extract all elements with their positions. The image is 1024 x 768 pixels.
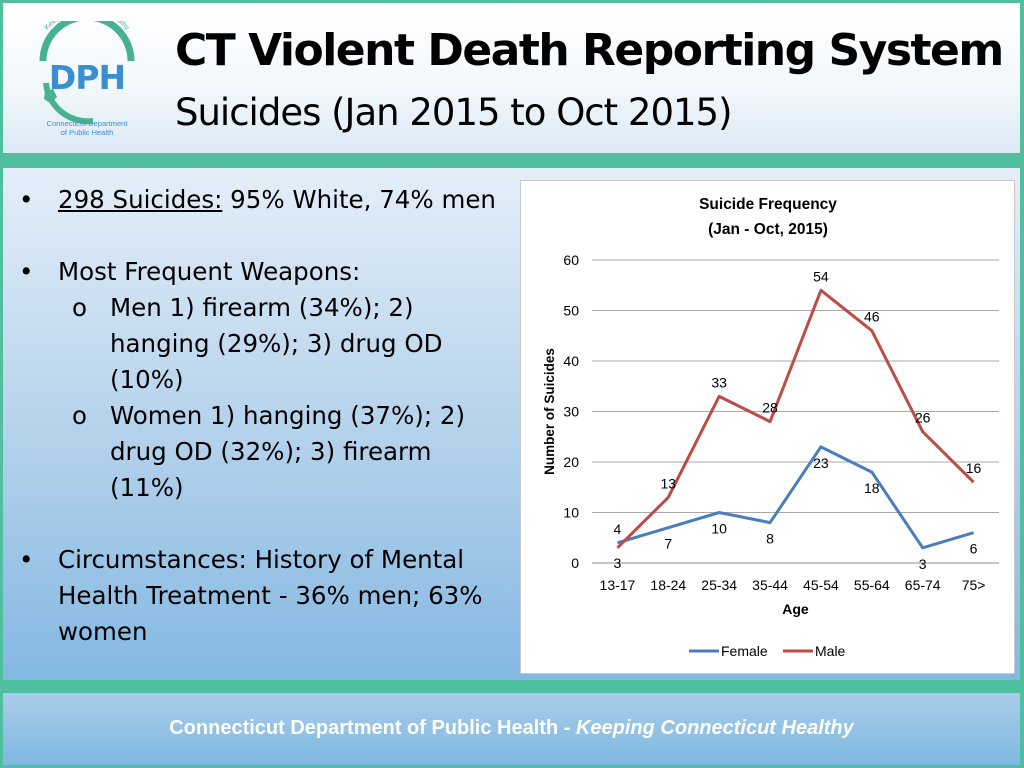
x-axis-label: Age [782, 601, 809, 617]
bullet-dot: • [19, 185, 34, 214]
bullet-dot: • [19, 545, 34, 574]
legend-label-male: Male [815, 643, 846, 659]
page-subtitle: Suicides (Jan 2015 to Oct 2015) [175, 91, 733, 134]
data-label-male: 33 [711, 374, 727, 390]
x-tick-label: 13-17 [600, 577, 636, 593]
women-weapons-line1: Women 1) hanging (37%); 2) [110, 401, 466, 430]
x-tick-label: 18-24 [650, 577, 686, 593]
chart-svg: Suicide Frequency (Jan - Oct, 2015) 0 10 20 3… [542, 196, 999, 659]
men-weapons-line1: Men 1) firearm (34%); 2) [110, 293, 414, 322]
data-label-female: 18 [864, 480, 880, 496]
circumstances-line3: women [58, 617, 148, 646]
data-label-male: 46 [864, 309, 880, 325]
page-title: CT Violent Death Reporting System [175, 25, 1004, 76]
sub-bullet-men: o Men 1) firearm (34%); 2) hanging (29%)… [17, 290, 507, 398]
chart-title-line1: Suicide Frequency [699, 196, 837, 213]
data-label-male: 54 [813, 268, 829, 284]
data-label-female: 6 [970, 541, 978, 557]
bullet-item-suicides: • 298 Suicides: 95% White, 74% men [17, 182, 507, 218]
sub-bullet-marker: o [72, 293, 87, 322]
men-weapons-line2: hanging (29%); 3) drug OD [110, 329, 443, 358]
y-tick-label: 0 [571, 555, 579, 571]
chart-title-line2: (Jan - Oct, 2015) [708, 221, 828, 238]
y-tick-label: 50 [563, 303, 579, 319]
women-weapons-line3: (11%) [110, 473, 184, 502]
y-tick-label: 40 [563, 353, 579, 369]
sub-bullet-marker: o [72, 401, 87, 430]
x-tick-label: 25-34 [701, 577, 737, 593]
x-tick-label: 45-54 [803, 577, 839, 593]
x-tick-label: 35-44 [752, 577, 788, 593]
logo-caption-line2: of Public Health [61, 128, 114, 137]
data-label-male: 16 [966, 460, 982, 476]
data-label-female: 23 [813, 455, 829, 471]
circumstances-line1: Circumstances: History of Mental [58, 545, 465, 574]
suicide-frequency-chart: Suicide Frequency (Jan - Oct, 2015) 0 10 20 3… [520, 180, 1015, 674]
circumstances-line2: Health Treatment - 36% men; 63% [58, 581, 483, 610]
sub-bullet-women: o Women 1) hanging (37%); 2) drug OD (32… [17, 398, 507, 506]
x-tick-label: 55-64 [854, 577, 890, 593]
suicides-demographics: 95% White, 74% men [222, 185, 496, 214]
women-weapons-line2: drug OD (32%); 3) firearm [110, 437, 432, 466]
data-label-male: 26 [915, 410, 931, 426]
data-label-female: 4 [614, 521, 622, 537]
y-tick-label: 20 [563, 454, 579, 470]
data-label-male: 13 [661, 475, 677, 491]
header: DPH Connecticut Department of Public Hea… [3, 3, 1020, 153]
footer-motto: Keeping Connecticut Healthy [575, 717, 854, 739]
y-tick-label: 10 [563, 505, 579, 521]
weapons-heading: Most Frequent Weapons: [58, 257, 361, 286]
suicides-count-label: 298 Suicides: [58, 185, 223, 214]
x-tick-label: 75> [962, 577, 986, 593]
bullet-dot: • [19, 257, 34, 286]
bullet-list: • 298 Suicides: 95% White, 74% men • Mos… [17, 182, 507, 650]
data-label-female: 8 [766, 531, 774, 547]
series-line-male [616, 288, 975, 549]
data-label-male: 28 [762, 400, 778, 416]
y-tick-label: 60 [563, 252, 579, 268]
footer-text: Connecticut Department of Public Health … [3, 717, 1020, 740]
data-label-female: 7 [664, 536, 672, 552]
series-line-female [617, 445, 974, 550]
data-label-male: 3 [614, 555, 622, 571]
legend-label-female: Female [721, 643, 768, 659]
dph-logo: DPH Connecticut Department of Public Hea… [39, 21, 135, 137]
footer-separator: - [558, 717, 576, 739]
footer-org: Connecticut Department of Public Health [169, 717, 559, 739]
logo-letters: DPH [49, 58, 125, 97]
footer: Connecticut Department of Public Health … [3, 693, 1020, 765]
bullet-item-weapons: • Most Frequent Weapons: [17, 254, 507, 290]
y-tick-label: 30 [563, 404, 579, 420]
bullet-item-circumstances: • Circumstances: History of Mental Healt… [17, 542, 507, 650]
men-weapons-line3: (10%) [110, 365, 184, 394]
data-label-female: 3 [919, 556, 927, 572]
data-label-female: 10 [711, 521, 727, 537]
y-axis-label: Number of Suicides [542, 348, 557, 475]
logo-caption-line1: Connecticut Department [47, 119, 129, 128]
x-tick-label: 65-74 [905, 577, 941, 593]
